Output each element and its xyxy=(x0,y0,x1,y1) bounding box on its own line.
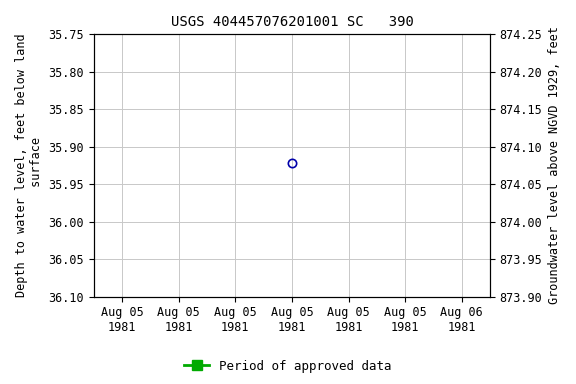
Y-axis label: Depth to water level, feet below land
 surface: Depth to water level, feet below land su… xyxy=(15,34,43,297)
Legend: Period of approved data: Period of approved data xyxy=(179,355,397,378)
Title: USGS 404457076201001 SC   390: USGS 404457076201001 SC 390 xyxy=(170,15,414,29)
Y-axis label: Groundwater level above NGVD 1929, feet: Groundwater level above NGVD 1929, feet xyxy=(548,26,561,305)
